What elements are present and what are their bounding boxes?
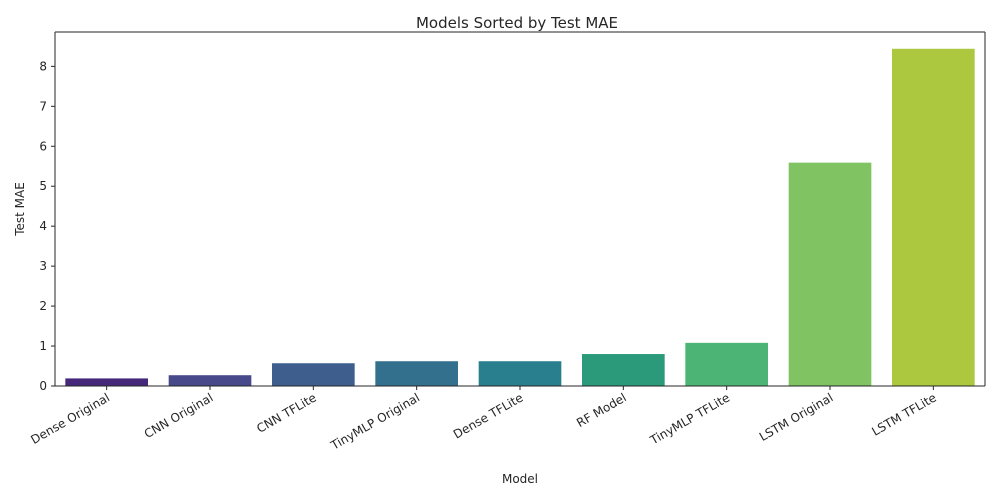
bar-dense-tflite xyxy=(478,361,562,386)
x-tick-label: Dense TFLite xyxy=(451,390,526,441)
x-tick-label: Dense Original xyxy=(28,390,112,446)
x-tick-label: LSTM Original xyxy=(757,390,836,444)
bar-rf-model xyxy=(582,354,665,386)
y-tick-label: 5 xyxy=(39,179,47,193)
x-tick-label: CNN TFLite xyxy=(254,390,319,435)
y-tick-label: 2 xyxy=(39,299,47,313)
x-tick-label: RF Model xyxy=(574,390,629,430)
y-tick-label: 4 xyxy=(39,219,47,233)
y-tick-label: 8 xyxy=(39,59,47,73)
bar-tinymlp-tflite xyxy=(685,342,768,386)
bar-cnn-original xyxy=(168,375,252,386)
bar-dense-original xyxy=(65,378,148,386)
x-tick-label: CNN Original xyxy=(142,390,216,441)
chart-title: Models Sorted by Test MAE xyxy=(416,14,618,32)
y-tick-label: 7 xyxy=(39,99,47,113)
y-tick-label: 6 xyxy=(39,139,47,153)
bars-group xyxy=(65,48,975,386)
bar-tinymlp-original xyxy=(375,361,458,386)
x-ticks-group: Dense Original CNN Original CNN TFLite Tiny… xyxy=(28,386,939,453)
x-tick-label: TinyMLP TFLite xyxy=(647,390,732,447)
x-axis-label: Model xyxy=(502,472,538,486)
y-tick-label: 3 xyxy=(39,259,47,273)
y-tick-label: 0 xyxy=(39,379,47,393)
x-tick-label: LSTM TFLite xyxy=(869,390,938,438)
bar-lstm-original xyxy=(788,162,872,386)
bar-lstm-tflite xyxy=(892,48,975,386)
y-axis-label: Test MAE xyxy=(13,182,27,237)
x-tick-label: TinyMLP Original xyxy=(328,390,423,453)
y-tick-label: 1 xyxy=(39,339,47,353)
bar-cnn-tflite xyxy=(272,363,355,386)
y-ticks-group: 0 1 2 3 4 5 6 7 8 xyxy=(39,59,55,393)
